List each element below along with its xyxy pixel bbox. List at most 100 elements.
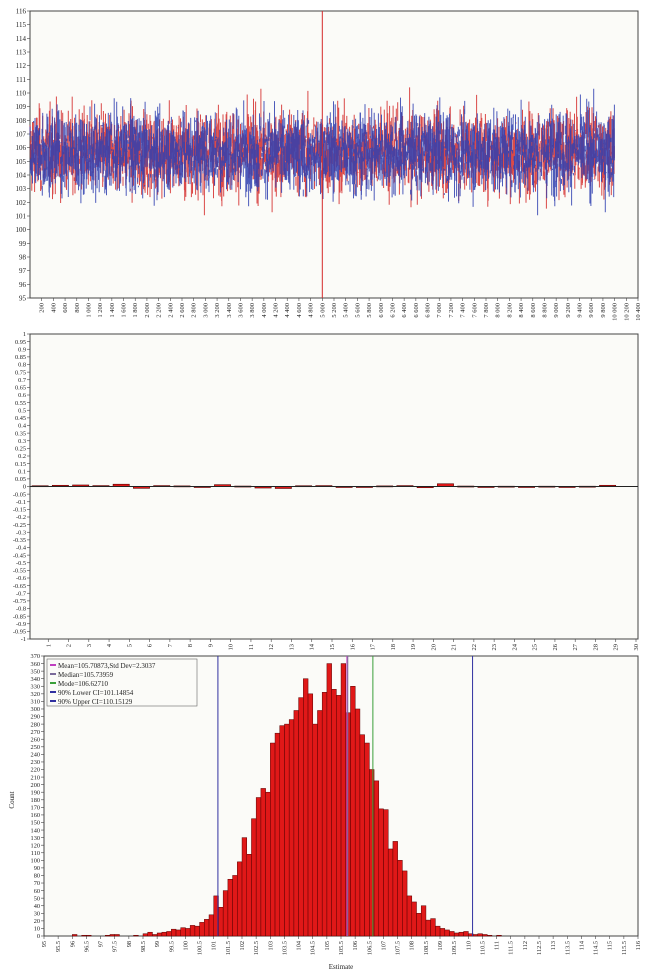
- trace-x-tick-label: 6 600: [413, 303, 420, 318]
- trace-x-tick-label: 1 400: [109, 303, 116, 318]
- histogram-y-tick-label: 270: [31, 729, 40, 736]
- acf-x-tick-label: 15: [329, 644, 336, 651]
- acf-y-tick-label: -0.05: [13, 491, 26, 498]
- histogram-bar: [260, 788, 266, 937]
- histogram-x-tick-label: 100: [182, 941, 189, 950]
- acf-x-tick-label: 22: [471, 644, 478, 651]
- histogram-x-tick-label: 99: [154, 941, 161, 947]
- histogram-y-axis: 0102030405060708090100110120130140150160…: [31, 653, 44, 940]
- histogram-bar: [255, 797, 262, 937]
- histogram-x-tick-label: 116: [635, 941, 642, 950]
- histogram-y-tick-label: 110: [31, 850, 40, 857]
- trace-y-tick-label: 100: [16, 226, 27, 234]
- acf-x-tick-label: 20: [430, 644, 437, 651]
- histogram-bar: [486, 934, 493, 937]
- histogram-bar: [227, 878, 233, 937]
- acf-x-tick-label: 13: [288, 644, 295, 651]
- trace-x-tick-label: 9 200: [565, 303, 572, 318]
- trace-x-tick-label: 4 800: [308, 303, 315, 318]
- histogram-bar: [331, 689, 337, 937]
- trace-x-tick-label: 7 000: [436, 303, 443, 318]
- histogram-x-tick-label: 98: [126, 941, 133, 947]
- histogram-bar: [373, 780, 380, 937]
- trace-y-tick-label: 105: [16, 158, 27, 166]
- trace-x-axis: 200 400 600 800 1 000 1 200 1 400 1 600 1 800 2 0…: [39, 298, 642, 321]
- acf-x-tick-label: 23: [491, 644, 498, 651]
- histogram-x-tick-label: 113: [550, 941, 557, 950]
- histogram-x-tick-label: 100.5: [197, 941, 204, 955]
- acf-y-tick-label: -0.15: [13, 507, 26, 514]
- trace-x-tick-label: 2 000: [144, 303, 151, 318]
- histogram-bar: [185, 928, 191, 937]
- histogram-bar: [114, 934, 120, 937]
- histogram-y-tick-label: 140: [31, 827, 40, 834]
- histogram-x-tick-label: 99.5: [168, 941, 175, 952]
- trace-y-tick-label: 99: [19, 240, 27, 248]
- histogram-x-tick-label: 105: [324, 941, 331, 950]
- histogram-bar: [364, 742, 370, 937]
- histogram-y-tick-label: 260: [31, 736, 40, 743]
- acf-y-axis: 10.950.90.850.80.750.70.650.60.550.50.45…: [13, 331, 30, 643]
- acf-y-tick-label: 0.45: [15, 415, 26, 422]
- acf-x-tick-label: 19: [410, 644, 417, 651]
- histogram-bar: [171, 928, 177, 937]
- histogram-bar: [293, 710, 299, 937]
- histogram-bar: [321, 692, 328, 937]
- acf-x-tick-label: 7: [167, 643, 174, 647]
- histogram-x-tick-label: 104: [296, 940, 303, 950]
- trace-x-tick-label: 1 800: [132, 303, 139, 318]
- acf-y-tick-label: -0.9: [16, 621, 26, 628]
- trace-x-tick-label: 600: [62, 303, 69, 313]
- histogram-y-tick-label: 10: [34, 926, 40, 933]
- trace-x-tick-label: 7 800: [483, 303, 490, 318]
- acf-x-tick-label: 24: [511, 643, 518, 650]
- histogram-y-tick-label: 280: [31, 721, 40, 728]
- trace-x-tick-label: 8 000: [495, 303, 502, 318]
- trace-y-tick-label: 98: [19, 254, 27, 262]
- histogram-bar: [406, 895, 413, 937]
- acf-y-tick-label: 0.35: [15, 430, 26, 437]
- histogram-bar: [392, 841, 398, 937]
- histogram-x-tick-label: 111: [494, 941, 501, 950]
- trace-x-tick-label: 5 200: [331, 303, 338, 318]
- histogram-bar: [420, 905, 427, 937]
- histogram-x-tick-label: 101: [211, 941, 218, 950]
- histogram-bar: [387, 848, 394, 937]
- histogram-y-tick-label: 0: [37, 933, 40, 940]
- histogram-bar: [444, 929, 450, 937]
- histogram-bar: [378, 808, 384, 937]
- histogram-x-tick-label: 108: [409, 941, 416, 950]
- legend-label-mode: Mode=106.62710: [58, 680, 109, 688]
- acf-y-tick-label: -0.45: [13, 552, 26, 559]
- trace-y-tick-label: 113: [16, 49, 27, 57]
- acf-x-tick-label: 28: [592, 644, 599, 651]
- acf-y-tick-label: 0.6: [18, 392, 26, 399]
- histogram-y-tick-label: 160: [31, 812, 40, 819]
- histogram-y-tick-label: 290: [31, 714, 40, 721]
- trace-x-tick-label: 400: [50, 303, 57, 313]
- trace-y-tick-label: 104: [16, 172, 27, 180]
- histogram-bar: [317, 710, 323, 937]
- histogram-bar: [241, 837, 248, 937]
- histogram-x-tick-label: 106: [352, 941, 359, 950]
- acf-x-tick-label: 16: [349, 643, 356, 650]
- trace-y-tick-label: 114: [16, 35, 27, 43]
- histogram-bar: [218, 906, 224, 937]
- trace-x-tick-label: 4 400: [284, 303, 291, 318]
- histogram-bar: [142, 933, 148, 937]
- histogram-x-tick-label: 95.5: [55, 941, 62, 952]
- trace-y-tick-label: 111: [16, 76, 26, 84]
- histogram-y-tick-label: 120: [31, 842, 40, 849]
- acf-y-tick-label: -0.5: [16, 560, 26, 567]
- histogram-bar: [303, 678, 309, 937]
- trace-x-tick-label: 2 800: [191, 303, 198, 318]
- histogram-x-tick-label: 96.5: [83, 941, 90, 952]
- histogram-bar: [453, 932, 460, 937]
- acf-y-tick-label: 0.9: [18, 346, 26, 353]
- histogram-bar: [204, 919, 210, 937]
- acf-y-tick-label: -0.4: [16, 545, 27, 552]
- acf-x-tick-label: 10: [228, 644, 235, 651]
- trace-x-tick-label: 7 400: [460, 303, 467, 318]
- acf-y-tick-label: -0.6: [16, 575, 26, 582]
- histogram-bar: [439, 928, 446, 937]
